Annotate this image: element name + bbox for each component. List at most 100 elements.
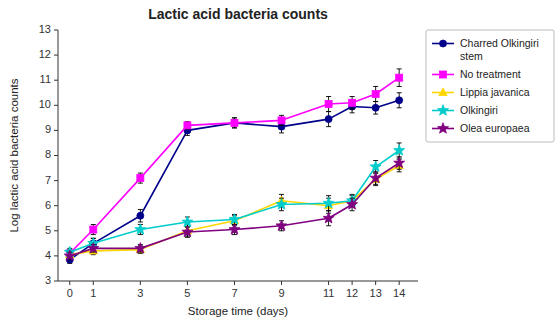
legend-item: Lippia javanica bbox=[432, 85, 530, 97]
y-tick-label: 8 bbox=[45, 148, 51, 160]
legend-label: No treatment bbox=[460, 67, 521, 79]
error-bar bbox=[232, 118, 237, 128]
y-tick bbox=[54, 255, 58, 256]
series bbox=[66, 69, 402, 257]
y-tick-label: 11 bbox=[40, 73, 51, 85]
series-line bbox=[70, 100, 399, 259]
legend: Charred Olkingiristem No treatment Lippia … bbox=[426, 30, 554, 142]
series bbox=[64, 143, 404, 257]
x-tick bbox=[69, 281, 70, 285]
data-point bbox=[325, 116, 332, 123]
y-tick bbox=[54, 30, 58, 31]
error-bar bbox=[326, 97, 331, 112]
y-tick-label: 10 bbox=[39, 98, 51, 110]
series-line bbox=[70, 163, 399, 256]
data-point bbox=[394, 157, 405, 167]
data-point bbox=[137, 212, 144, 219]
data-point bbox=[370, 172, 381, 182]
y-tick-label: 7 bbox=[45, 174, 51, 186]
y-axis-label: Log lactic acid bacteria counts bbox=[8, 78, 20, 232]
y-tick-label: 12 bbox=[39, 48, 51, 60]
y-tick-label: 13 bbox=[39, 23, 51, 35]
error-bar bbox=[138, 209, 143, 222]
data-point bbox=[347, 199, 358, 210]
error-bar bbox=[138, 173, 143, 183]
x-axis-label: Storage time (days) bbox=[188, 305, 289, 317]
series bbox=[64, 157, 404, 261]
title: Lactic acid bacteria counts bbox=[148, 6, 328, 22]
error-bar bbox=[279, 115, 284, 125]
legend-marker bbox=[437, 123, 448, 133]
x-tick bbox=[234, 281, 235, 285]
plot-area bbox=[64, 69, 404, 264]
y-tick-label: 9 bbox=[45, 123, 51, 135]
x-tick bbox=[375, 281, 376, 285]
data-point bbox=[88, 243, 99, 253]
legend-marker bbox=[439, 88, 447, 96]
legend-label: Lippia javanica bbox=[460, 85, 530, 97]
y-tick-label: 3 bbox=[45, 274, 51, 286]
x-tick bbox=[187, 281, 188, 285]
legend-label: Charred Olkingiristem bbox=[460, 36, 539, 61]
error-bar bbox=[373, 86, 378, 101]
y-tick-label: 4 bbox=[45, 249, 51, 261]
x-tick bbox=[352, 281, 353, 285]
series bbox=[66, 93, 402, 264]
error-bar bbox=[397, 69, 402, 87]
legend-frame bbox=[426, 30, 554, 142]
y-tick bbox=[54, 230, 58, 231]
y-tick-label: 5 bbox=[45, 224, 51, 236]
x-tick-label: 5 bbox=[184, 287, 190, 299]
error-bar bbox=[232, 118, 237, 128]
legend-item: Charred Olkingiristem bbox=[432, 36, 539, 61]
x-tick bbox=[140, 281, 141, 285]
legend-label: Olkingiri bbox=[460, 103, 498, 115]
error-bar bbox=[397, 93, 402, 108]
x-tick-label: 7 bbox=[231, 287, 237, 299]
data-point bbox=[137, 175, 144, 182]
x-tick-label: 13 bbox=[370, 287, 382, 299]
data-point bbox=[276, 220, 287, 230]
data-point bbox=[372, 91, 379, 98]
data-point bbox=[372, 104, 379, 111]
x-tick-label: 1 bbox=[90, 287, 96, 299]
x-tick bbox=[281, 281, 282, 285]
y-tick bbox=[54, 180, 58, 181]
error-bar bbox=[373, 102, 378, 115]
data-point bbox=[394, 145, 405, 155]
y-tick bbox=[54, 281, 58, 282]
error-bar bbox=[350, 100, 355, 113]
x-tick-label: 9 bbox=[278, 287, 284, 299]
y-tick bbox=[54, 55, 58, 56]
x-tick-label: 3 bbox=[137, 287, 143, 299]
data-point bbox=[276, 199, 287, 210]
series bbox=[66, 159, 404, 258]
data-point bbox=[323, 212, 334, 222]
data-point bbox=[90, 226, 97, 233]
data-point bbox=[231, 119, 238, 126]
data-point bbox=[370, 161, 381, 171]
x-axis-line bbox=[58, 281, 418, 282]
data-point bbox=[349, 99, 356, 106]
chart: 34567891011121301357911121314Lactic acid… bbox=[0, 0, 558, 323]
legend-marker bbox=[440, 40, 447, 47]
legend-item: Olkingiri bbox=[432, 103, 498, 115]
y-tick bbox=[54, 155, 58, 156]
error-bar bbox=[91, 225, 96, 235]
data-point bbox=[184, 122, 191, 129]
y-tick bbox=[54, 205, 58, 206]
data-point bbox=[231, 119, 238, 126]
data-point bbox=[182, 226, 193, 237]
x-tick-label: 11 bbox=[323, 287, 334, 299]
y-tick-label: 6 bbox=[45, 199, 51, 211]
data-point bbox=[64, 250, 75, 260]
x-tick-label: 14 bbox=[393, 287, 405, 299]
x-tick bbox=[399, 281, 400, 285]
data-point bbox=[396, 97, 403, 104]
series-line bbox=[70, 166, 399, 255]
series-line bbox=[70, 78, 399, 254]
y-tick bbox=[54, 130, 58, 131]
x-tick-label: 0 bbox=[67, 287, 73, 299]
data-point bbox=[229, 224, 240, 234]
y-tick bbox=[54, 105, 58, 106]
